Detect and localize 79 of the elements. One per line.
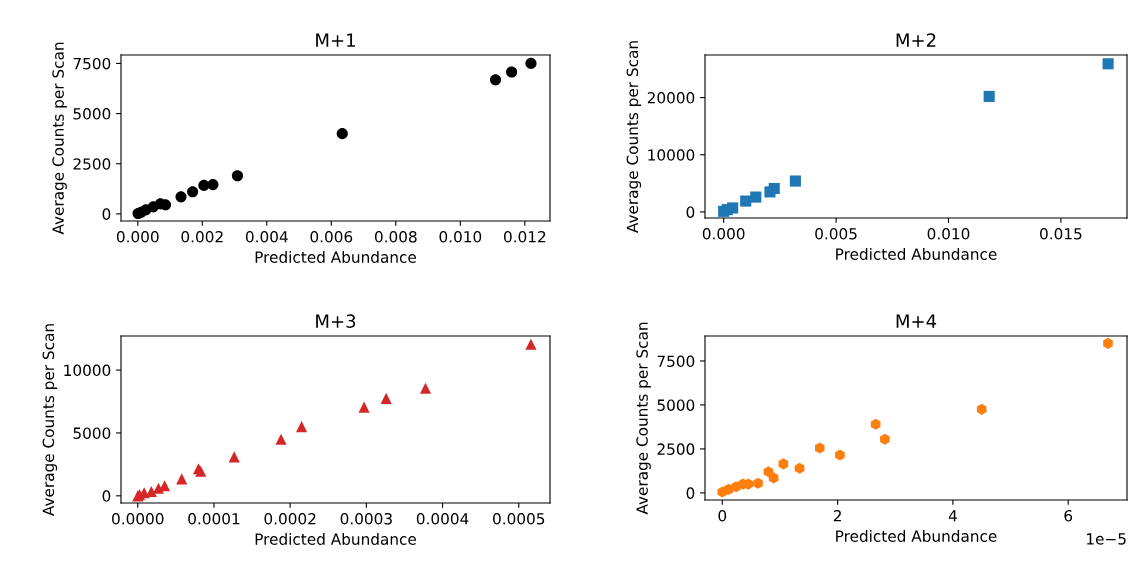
point [187, 186, 199, 198]
point [768, 182, 780, 195]
y-tick-label: 7500 [657, 355, 695, 367]
point [778, 458, 789, 470]
x-tick-label: 0.015 [1040, 227, 1082, 240]
point [1103, 337, 1113, 349]
point [419, 382, 432, 394]
y-tick-label: 2500 [657, 443, 695, 455]
x-tick-label: 0.012 [503, 230, 546, 243]
y-tick-label: 5000 [73, 108, 111, 120]
chart-title: M+4 [896, 314, 937, 328]
x-axis-title: Predicted Abundance [255, 533, 416, 545]
x-tick-label: 0.002 [181, 230, 223, 243]
point [207, 179, 219, 191]
point [489, 74, 502, 86]
x-axis-title: Predicted Abundance [836, 530, 997, 542]
y-tick-label: 10000 [64, 364, 111, 377]
y-tick-label: 2500 [73, 158, 111, 170]
x-tick-label: 0.010 [927, 227, 970, 240]
point [380, 392, 392, 404]
point [296, 421, 308, 433]
y-tick-label: 7500 [73, 57, 111, 70]
x-tick-label: 0.0004 [416, 512, 469, 525]
point [753, 477, 763, 489]
point [275, 433, 287, 445]
point [835, 449, 845, 461]
point [794, 462, 805, 474]
x-tick-label: 0.005 [815, 227, 857, 240]
point [358, 401, 370, 413]
point [525, 57, 537, 69]
point [814, 442, 825, 454]
point [870, 418, 881, 430]
x-tick-label: 0.004 [245, 230, 288, 243]
chart-title: M+3 [316, 314, 356, 328]
x-axis-title: Predicted Abundance [836, 248, 997, 260]
y-tick-label: 10000 [648, 149, 695, 161]
point [983, 90, 995, 102]
point [750, 191, 762, 203]
x-axis-title: Predicted Abundance [255, 251, 416, 263]
point [727, 202, 739, 214]
x-tick-label: 0 [718, 509, 727, 522]
y-tick-label: 0 [102, 208, 111, 220]
x-tick-label: 0.0000 [112, 512, 164, 525]
point [525, 338, 537, 350]
y-axis-title: Average Counts per Scan [636, 322, 651, 515]
x-tick-label: 0.000 [116, 230, 159, 243]
y-tick-label: 0 [686, 487, 695, 499]
x-tick-label: 0.0003 [340, 512, 392, 525]
x-tick-label: 0.0001 [188, 512, 240, 525]
y-tick-label: 0 [686, 206, 695, 218]
text: 1e−5 [1087, 533, 1126, 545]
point [336, 128, 348, 140]
x-tick-label: 0.008 [374, 230, 417, 243]
chart-title: M+2 [896, 33, 936, 47]
y-tick-label: 20000 [647, 92, 695, 104]
point [1102, 58, 1114, 70]
y-tick-label: 0 [102, 490, 111, 502]
y-axis-title: Average Counts per Scan [626, 41, 642, 233]
point [506, 66, 518, 78]
point [231, 170, 243, 182]
x-tick-label: 0.000 [702, 227, 745, 240]
point [175, 191, 187, 203]
x-tick-label: 0.010 [439, 230, 482, 243]
point [880, 433, 890, 445]
y-axis-title: Average Counts per Scan [42, 324, 58, 516]
y-tick-label: 5000 [657, 399, 695, 411]
point [740, 195, 752, 207]
y-tick-label: 5000 [73, 427, 111, 439]
x-tick-label: 0.006 [310, 230, 353, 243]
x-tick-label: 0.0002 [264, 512, 316, 525]
point [768, 472, 779, 484]
x-tick-label: 6 [1064, 509, 1073, 522]
x-tick-label: 4 [948, 510, 957, 522]
y-axis-title: Average Counts per Scan [52, 42, 67, 235]
x-tick-label: 2 [833, 509, 841, 522]
chart-title: M+1 [316, 33, 355, 47]
point [789, 175, 801, 187]
x-tick-label: 0.0005 [493, 512, 545, 525]
point [976, 403, 987, 415]
